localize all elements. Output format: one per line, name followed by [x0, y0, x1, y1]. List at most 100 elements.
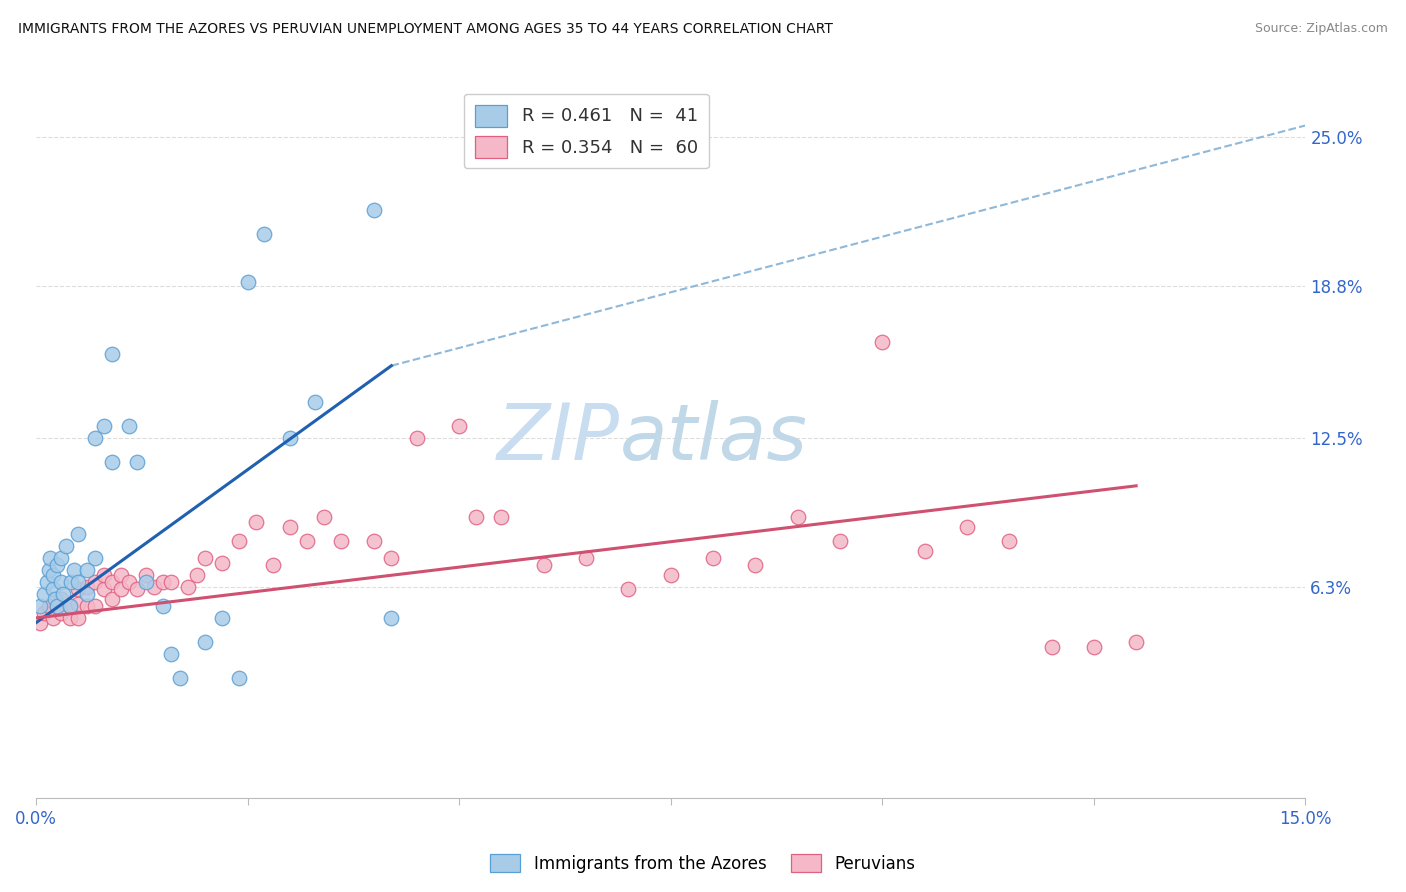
Point	[575, 550, 598, 565]
Point	[312, 510, 335, 524]
Point	[110, 582, 132, 596]
Point	[405, 431, 427, 445]
Point	[304, 394, 326, 409]
Legend: Immigrants from the Azores, Peruvians: Immigrants from the Azores, Peruvians	[484, 847, 922, 880]
Point	[152, 574, 174, 589]
Point	[101, 574, 124, 589]
Point	[702, 550, 724, 565]
Point	[51, 574, 73, 589]
Point	[295, 534, 318, 549]
Point	[42, 582, 65, 596]
Point	[38, 599, 60, 613]
Point	[177, 580, 200, 594]
Point	[84, 550, 107, 565]
Point	[1083, 640, 1105, 654]
Point	[93, 567, 115, 582]
Point	[67, 597, 90, 611]
Point	[1040, 640, 1063, 654]
Point	[329, 534, 352, 549]
Point	[110, 567, 132, 582]
Point	[118, 418, 141, 433]
Text: ZIP: ZIP	[496, 400, 620, 475]
Point	[127, 455, 149, 469]
Point	[186, 567, 208, 582]
Point	[93, 418, 115, 433]
Text: IMMIGRANTS FROM THE AZORES VS PERUVIAN UNEMPLOYMENT AMONG AGES 35 TO 44 YEARS CO: IMMIGRANTS FROM THE AZORES VS PERUVIAN U…	[18, 22, 834, 37]
Point	[533, 558, 555, 573]
Point	[786, 510, 808, 524]
Point	[278, 519, 301, 533]
Point	[55, 539, 77, 553]
Point	[51, 591, 73, 606]
Point	[44, 591, 66, 606]
Point	[143, 580, 166, 594]
Point	[67, 582, 90, 596]
Point	[211, 556, 233, 570]
Point	[76, 580, 98, 594]
Point	[84, 599, 107, 613]
Point	[51, 606, 73, 620]
Point	[76, 563, 98, 577]
Point	[59, 611, 82, 625]
Point	[262, 558, 284, 573]
Point	[363, 202, 385, 217]
Text: Source: ZipAtlas.com: Source: ZipAtlas.com	[1254, 22, 1388, 36]
Text: atlas: atlas	[620, 400, 808, 475]
Point	[491, 510, 513, 524]
Point	[236, 275, 259, 289]
Point	[35, 574, 58, 589]
Point	[228, 534, 250, 549]
Point	[46, 558, 69, 573]
Point	[194, 550, 217, 565]
Point	[914, 543, 936, 558]
Point	[76, 587, 98, 601]
Point	[194, 635, 217, 649]
Point	[1125, 635, 1147, 649]
Point	[380, 611, 402, 625]
Point	[101, 591, 124, 606]
Point	[278, 431, 301, 445]
Point	[42, 611, 65, 625]
Point	[870, 334, 893, 349]
Point	[449, 418, 471, 433]
Point	[51, 550, 73, 565]
Point	[211, 611, 233, 625]
Point	[76, 599, 98, 613]
Point	[46, 599, 69, 613]
Point	[659, 567, 682, 582]
Point	[39, 550, 62, 565]
Point	[998, 534, 1021, 549]
Legend: R = 0.461   N =  41, R = 0.354   N =  60: R = 0.461 N = 41, R = 0.354 N = 60	[464, 94, 709, 169]
Point	[84, 431, 107, 445]
Point	[60, 574, 83, 589]
Point	[101, 347, 124, 361]
Point	[245, 515, 267, 529]
Point	[30, 599, 52, 613]
Point	[42, 567, 65, 582]
Point	[59, 599, 82, 613]
Point	[160, 647, 183, 661]
Point	[135, 567, 157, 582]
Point	[46, 599, 69, 613]
Point	[30, 615, 52, 630]
Point	[169, 671, 191, 685]
Point	[363, 534, 385, 549]
Point	[38, 563, 60, 577]
Point	[67, 527, 90, 541]
Point	[253, 227, 276, 241]
Point	[135, 574, 157, 589]
Point	[828, 534, 851, 549]
Point	[465, 510, 488, 524]
Point	[228, 671, 250, 685]
Point	[67, 611, 90, 625]
Point	[152, 599, 174, 613]
Point	[380, 550, 402, 565]
Point	[93, 582, 115, 596]
Point	[617, 582, 640, 596]
Point	[34, 606, 56, 620]
Point	[59, 599, 82, 613]
Point	[84, 574, 107, 589]
Point	[67, 574, 90, 589]
Point	[127, 582, 149, 596]
Point	[956, 519, 979, 533]
